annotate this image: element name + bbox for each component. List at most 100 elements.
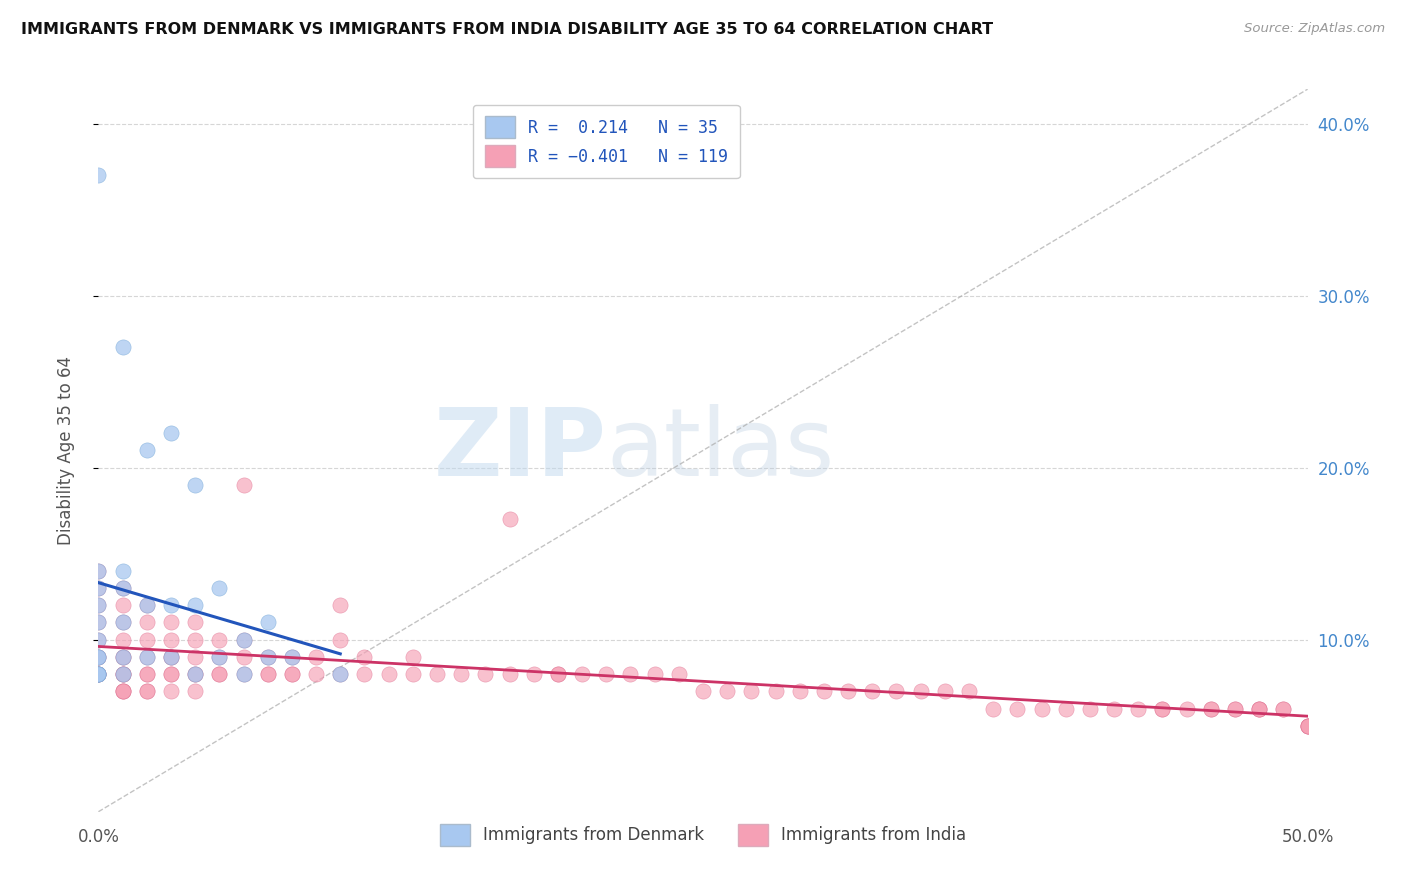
- Point: [111, 615, 134, 630]
- Point: [1199, 701, 1222, 715]
- Point: [1199, 701, 1222, 715]
- Point: [329, 667, 352, 681]
- Text: Source: ZipAtlas.com: Source: ZipAtlas.com: [1244, 22, 1385, 36]
- Point: [1296, 719, 1319, 733]
- Point: [619, 667, 641, 681]
- Point: [934, 684, 956, 698]
- Point: [450, 667, 472, 681]
- Point: [87, 581, 110, 595]
- Point: [87, 564, 110, 578]
- Point: [1272, 701, 1295, 715]
- Point: [981, 701, 1004, 715]
- Point: [135, 443, 157, 458]
- Point: [281, 667, 304, 681]
- Point: [87, 599, 110, 613]
- Point: [87, 564, 110, 578]
- Point: [111, 649, 134, 664]
- Point: [765, 684, 787, 698]
- Point: [111, 667, 134, 681]
- Point: [111, 649, 134, 664]
- Point: [1152, 701, 1174, 715]
- Legend: Immigrants from Denmark, Immigrants from India: Immigrants from Denmark, Immigrants from…: [432, 816, 974, 854]
- Point: [87, 667, 110, 681]
- Point: [111, 615, 134, 630]
- Point: [208, 632, 231, 647]
- Point: [1296, 719, 1319, 733]
- Point: [547, 667, 569, 681]
- Point: [1102, 701, 1125, 715]
- Point: [523, 667, 546, 681]
- Point: [111, 667, 134, 681]
- Point: [740, 684, 762, 698]
- Point: [281, 649, 304, 664]
- Point: [87, 667, 110, 681]
- Point: [160, 684, 183, 698]
- Point: [87, 632, 110, 647]
- Point: [1223, 701, 1246, 715]
- Point: [232, 478, 254, 492]
- Point: [1175, 701, 1198, 715]
- Point: [160, 426, 183, 441]
- Point: [1249, 701, 1271, 715]
- Point: [184, 649, 207, 664]
- Point: [111, 667, 134, 681]
- Y-axis label: Disability Age 35 to 64: Disability Age 35 to 64: [56, 356, 75, 545]
- Point: [87, 649, 110, 664]
- Point: [1128, 701, 1150, 715]
- Point: [184, 667, 207, 681]
- Point: [111, 684, 134, 698]
- Point: [184, 667, 207, 681]
- Point: [1007, 701, 1029, 715]
- Point: [184, 632, 207, 647]
- Point: [111, 581, 134, 595]
- Point: [426, 667, 449, 681]
- Point: [160, 667, 183, 681]
- Point: [668, 667, 690, 681]
- Point: [1272, 701, 1295, 715]
- Point: [135, 667, 157, 681]
- Point: [208, 667, 231, 681]
- Point: [111, 599, 134, 613]
- Point: [135, 615, 157, 630]
- Point: [135, 684, 157, 698]
- Point: [208, 649, 231, 664]
- Point: [860, 684, 883, 698]
- Point: [135, 667, 157, 681]
- Point: [111, 564, 134, 578]
- Point: [595, 667, 617, 681]
- Point: [232, 649, 254, 664]
- Point: [87, 649, 110, 664]
- Point: [135, 649, 157, 664]
- Point: [232, 667, 254, 681]
- Point: [256, 667, 278, 681]
- Point: [208, 581, 231, 595]
- Point: [208, 667, 231, 681]
- Point: [111, 340, 134, 354]
- Point: [87, 632, 110, 647]
- Point: [184, 684, 207, 698]
- Point: [256, 667, 278, 681]
- Point: [305, 667, 328, 681]
- Point: [135, 632, 157, 647]
- Point: [87, 667, 110, 681]
- Point: [571, 667, 593, 681]
- Point: [87, 615, 110, 630]
- Point: [474, 667, 496, 681]
- Point: [256, 649, 278, 664]
- Point: [305, 649, 328, 664]
- Point: [184, 667, 207, 681]
- Point: [813, 684, 835, 698]
- Point: [692, 684, 714, 698]
- Point: [329, 667, 352, 681]
- Point: [957, 684, 980, 698]
- Point: [87, 168, 110, 182]
- Point: [837, 684, 859, 698]
- Point: [789, 684, 811, 698]
- Point: [87, 599, 110, 613]
- Point: [281, 649, 304, 664]
- Point: [1031, 701, 1053, 715]
- Point: [160, 649, 183, 664]
- Text: IMMIGRANTS FROM DENMARK VS IMMIGRANTS FROM INDIA DISABILITY AGE 35 TO 64 CORRELA: IMMIGRANTS FROM DENMARK VS IMMIGRANTS FR…: [21, 22, 993, 37]
- Point: [547, 667, 569, 681]
- Point: [160, 649, 183, 664]
